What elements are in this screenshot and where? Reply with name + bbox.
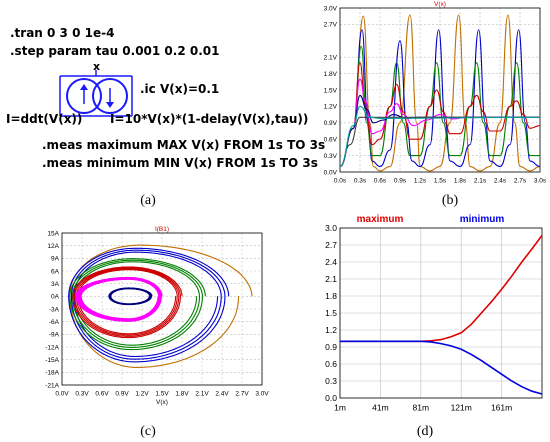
y-tick-label: 3.0 [325,223,337,233]
caption-d: (d) [416,424,434,439]
x-tick-label: 121m [451,403,472,413]
x-tick-label: 0.6V [95,391,109,398]
series-line [339,29,541,168]
y-tick-label: 0A [51,294,60,301]
series-loop [108,287,153,306]
series-line [339,105,541,168]
y-tick-label: 1.8V [324,71,338,78]
series-line [340,234,543,343]
x-tick-label: 1.8s [454,178,467,185]
series-loop [75,276,163,322]
x-tick-label: 0.0V [55,391,69,398]
plot-frame [61,232,263,386]
x-tick-label: 1.2V [135,391,149,398]
y-tick-label: 2.7V [324,22,338,29]
x-tick-label: 0.3s [354,178,367,185]
x-tick-label: 81m [413,403,430,413]
y-tick-label: -9A [49,332,60,339]
y-tick-label: 2.7 [325,240,337,250]
y-tick-label: 2.1V [324,55,338,62]
chart-title: I(B1) [155,226,169,233]
x-tick-label: 2.1s [474,178,487,185]
series-loop [72,266,183,339]
schematic-panel: .tran 0 3 0 1e-4 .step param tau 0.001 0… [0,0,325,185]
legend-entry: minimum [460,214,505,225]
y-tick-label: 6A [51,268,60,275]
y-tick-label: 0.0V [324,169,338,176]
y-tick-label: -15A [45,357,59,364]
y-tick-label: -18A [45,370,59,377]
y-tick-label: 0.6V [324,137,338,144]
series-line [340,340,543,395]
x-tick-label: 0.0s [334,178,347,185]
y-tick-label: 1.2 [325,325,337,335]
y-tick-label: -12A [45,344,59,351]
tran-directive: .tran 0 3 0 1e-4 [10,26,115,40]
y-tick-label: 3A [51,281,60,288]
y-tick-label: -6A [49,319,60,326]
y-tick-label: 1.5V [324,87,338,94]
x-tick-label: 0.6s [374,178,387,185]
y-tick-label: 0.3V [324,153,338,160]
series-loop [68,247,230,363]
legend-entry: maximum [357,214,404,225]
max-min-chart: 1m 41m 81m 121m 161m 3.0 2.7 2.4 2.1 1.8 1.5 1.2 0.9… [325,214,543,413]
current-sources-symbol [59,70,133,117]
plot-frame [339,7,541,173]
x-tick-label: 2.1V [195,391,209,398]
x-tick-label: 1.2s [414,178,427,185]
caption-b: (b) [441,193,459,208]
caption-a: (a) [140,193,156,208]
meas-min-directive: .meas minimum MIN V(x) FROM 1s TO 3s [42,156,318,170]
y-tick-label: -21A [45,382,59,389]
x-tick-label: 2.4V [215,391,229,398]
x-axis-label: V(x) [156,399,168,406]
transient-voltage-chart: 0.0s 0.3s 0.6s 0.9s 1.2s 1.5s 1.8s 2.1s 2.4s 2.7s… [324,1,547,185]
x-tick-label: 161m [491,403,512,413]
x-tick-label: 3.0V [255,391,269,398]
y-tick-label: 0.9 [325,342,337,352]
y-tick-label: 0.0 [325,393,337,403]
y-tick-label: 9A [51,256,60,263]
x-tick-label: 2.7s [514,178,527,185]
y-tick-label: 15A [47,230,59,237]
y-tick-label: 1.2V [324,104,338,111]
x-tick-label: 41m [372,403,389,413]
x-tick-label: 0.3V [75,391,89,398]
y-tick-label: 0.6 [325,359,337,369]
y-tick-label: 2.1 [325,274,337,284]
phase-portrait-chart: 0.0V 0.3V 0.6V 0.9V 1.2V 1.5V 1.8V 2.1V 2.4V 2.7V… [45,226,269,406]
step-directive: .step param tau 0.001 0.2 0.01 [10,44,220,58]
meas-max-directive: .meas maximum MAX V(x) FROM 1s TO 3s [42,138,326,152]
series-line [339,62,541,168]
y-tick-label: 1.5 [325,308,337,318]
x-tick-label: 1.8V [175,391,189,398]
x-tick-label: 0.9s [394,178,407,185]
y-tick-label: 2.4 [325,257,337,267]
series-line [339,116,540,168]
y-tick-label: 12A [47,243,59,250]
plot-frame [339,227,543,399]
x-tick-label: 1.5s [434,178,447,185]
node-label: x [93,60,101,73]
y-tick-label: 0.3 [325,376,337,386]
caption-c: (c) [140,424,156,439]
y-tick-label: 0.9V [324,120,338,127]
x-tick-label: 2.7V [235,391,249,398]
y-tick-label: 3.0V [324,5,338,12]
x-tick-label: 1m [334,403,346,413]
y-tick-label: -3A [49,306,60,313]
y-tick-label: 1.8 [325,291,337,301]
x-tick-label: 3.0s [534,178,547,185]
x-tick-label: 0.9V [115,391,129,398]
x-tick-label: 1.5V [155,391,169,398]
x-tick-label: 2.4s [494,178,507,185]
chart-title: V(x) [434,1,446,8]
initial-condition: .ic V(x)=0.1 [140,82,220,96]
source-right-expr: I=10*V(x)*(1-delay(V(x),tau)) [110,112,309,126]
series-line [339,14,541,172]
source-left-expr: I=ddt(V(x)) [6,112,83,126]
